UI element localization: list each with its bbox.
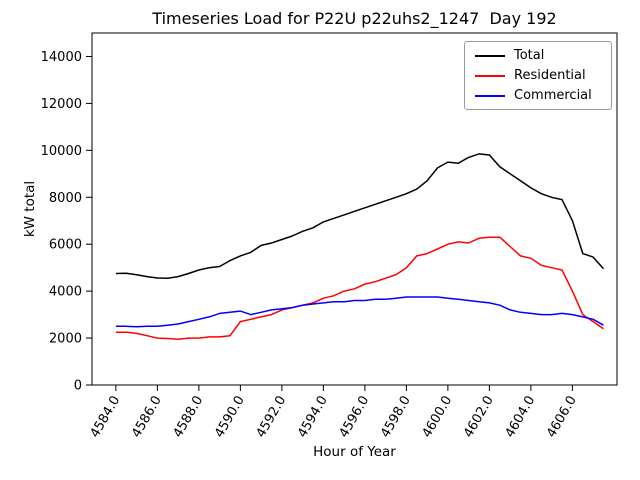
legend-line-swatch-commercial	[475, 94, 505, 97]
x-tick-label: 4586.0	[129, 394, 165, 441]
x-tick-label: 4598.0	[378, 394, 414, 441]
y-tick-label: 8000	[49, 191, 82, 206]
legend-label: Residential	[514, 68, 586, 83]
legend-line-swatch-total	[475, 54, 505, 57]
legend-line-swatch-residential	[475, 74, 505, 77]
x-tick-label: 4602.0	[461, 394, 497, 441]
legend: Total Residential Commercial	[464, 41, 612, 110]
y-axis-label: kW total	[22, 180, 38, 238]
x-tick-label: 4584.0	[88, 394, 124, 441]
axes-frame	[91, 32, 618, 386]
legend-item-total: Total	[475, 49, 601, 62]
legend-item-residential: Residential	[475, 69, 601, 82]
y-tick-label: 4000	[49, 285, 82, 300]
x-tick-label: 4600.0	[420, 394, 456, 441]
x-tick-label: 4606.0	[544, 394, 580, 441]
series-line-commercial	[115, 296, 604, 328]
x-tick-label: 4590.0	[212, 394, 248, 441]
legend-label: Total	[514, 48, 545, 63]
y-tick-label: 0	[74, 379, 82, 394]
y-tick-label: 12000	[41, 97, 82, 112]
legend-label: Commercial	[514, 88, 592, 103]
y-tick-label: 10000	[41, 144, 82, 159]
x-tick-label: 4588.0	[171, 394, 207, 441]
y-tick-label: 6000	[49, 238, 82, 253]
chart-title: Timeseries Load for P22U p22uhs2_1247 Da…	[152, 9, 557, 28]
series-line-residential	[115, 236, 604, 340]
x-tick-label: 4592.0	[254, 394, 290, 441]
x-tick-label: 4604.0	[503, 394, 539, 441]
y-tick-label: 2000	[49, 332, 82, 347]
series-line-total	[115, 153, 605, 279]
x-tick-label: 4594.0	[295, 394, 331, 441]
y-tick-label: 14000	[41, 50, 82, 65]
x-tick-label: 4596.0	[337, 394, 373, 441]
legend-item-commercial: Commercial	[475, 89, 601, 102]
x-axis-label: Hour of Year	[313, 444, 396, 460]
